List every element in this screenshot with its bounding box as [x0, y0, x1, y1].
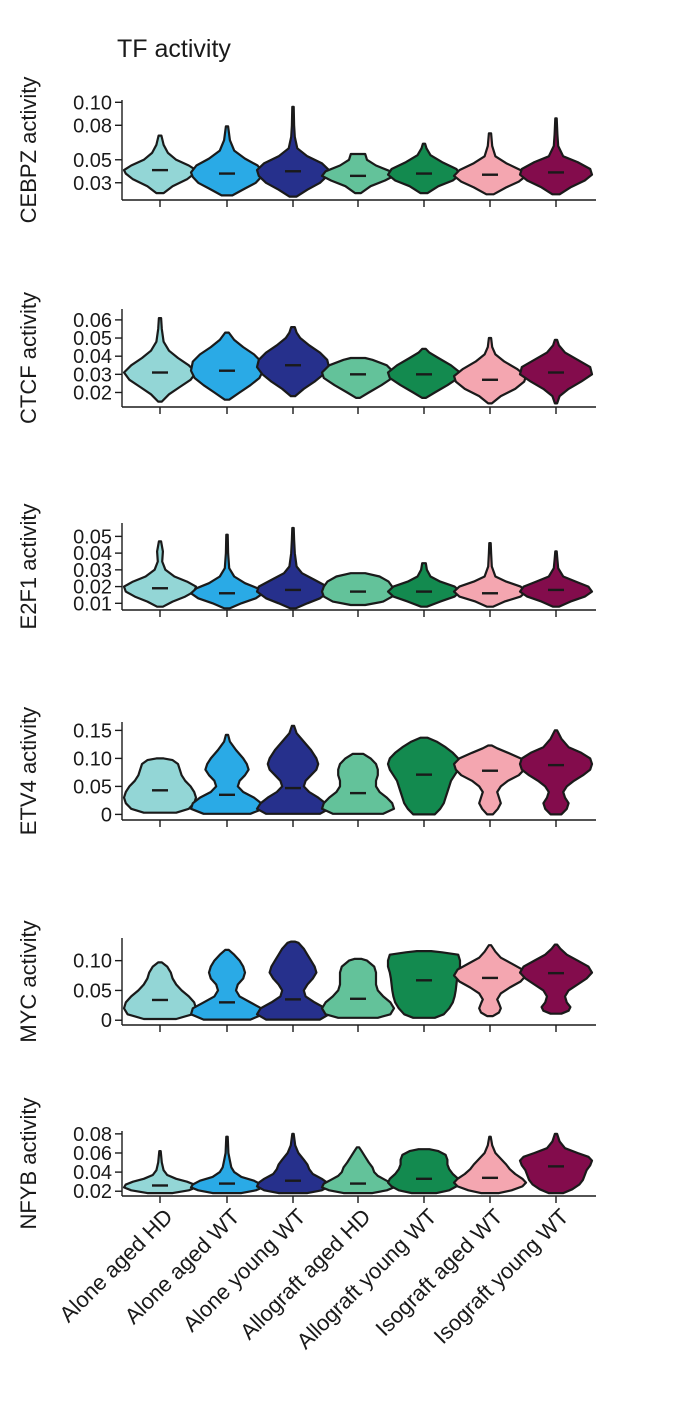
y-tick-label: 0.10	[73, 92, 112, 114]
violin-0	[122, 1150, 198, 1195]
violin-3	[320, 356, 396, 399]
y-tick-label: 0.05	[73, 328, 112, 350]
y-tick-label: 0.03	[73, 364, 112, 386]
violin-3	[320, 957, 396, 1019]
violin-2	[255, 526, 331, 610]
violin-0	[122, 317, 198, 403]
violin-5	[452, 744, 528, 816]
y-axis-label: E2F1 activity	[16, 504, 41, 630]
y-tick-label: 0.10	[73, 951, 112, 973]
y-axis-label: MYC activity	[16, 920, 41, 1042]
violin-6	[518, 117, 594, 196]
x-category-label: Alone aged WT	[120, 1204, 245, 1329]
violin-3	[320, 1146, 396, 1195]
violin-2	[255, 724, 331, 815]
violin-1	[189, 948, 265, 1021]
violin-4	[386, 142, 462, 195]
y-axis-label: NFYB activity	[16, 1097, 41, 1229]
violin-5	[452, 132, 528, 196]
violin-0	[122, 134, 198, 195]
y-tick-label: 0.02	[73, 577, 112, 599]
y-tick-label: 0.05	[73, 776, 112, 798]
violin-4	[386, 736, 462, 816]
y-tick-label: 0.04	[73, 543, 112, 565]
violin-3	[320, 752, 396, 815]
violin-2	[255, 326, 331, 398]
violin-5	[452, 1135, 528, 1195]
x-category-label: Alone aged HD	[54, 1204, 177, 1327]
y-tick-label: 0.10	[73, 748, 112, 770]
violin-2	[255, 1132, 331, 1195]
violin-3	[320, 572, 396, 607]
violin-5	[452, 542, 528, 608]
violin-6	[518, 943, 594, 1015]
y-tick-label: 0.01	[73, 593, 112, 615]
panel-ctcf: 0.020.030.040.050.06 CTCF activity	[16, 292, 596, 424]
y-axis-label: CEBPZ activity	[16, 77, 41, 224]
y-tick-label: 0.03	[73, 173, 112, 195]
violin-0	[122, 540, 198, 608]
panel-nfyb: 0.020.040.060.08 NFYB activity	[16, 1097, 596, 1230]
violin-0	[122, 757, 198, 814]
y-tick-label: 0.08	[73, 1124, 112, 1146]
panel-etv4: 0 0.05 0.10 0.15 ETV4 activity	[16, 707, 596, 835]
panel-cebpz: 0.030.05 0.080.10 CEBPZ activity	[16, 77, 596, 224]
y-tick-label: 0.04	[73, 346, 112, 368]
y-tick-label: 0.08	[73, 115, 112, 137]
y-tick-label: 0.05	[73, 150, 112, 172]
violin-2	[255, 105, 331, 198]
violin-2	[255, 940, 331, 1021]
violin-1	[189, 331, 265, 401]
violin-3	[320, 152, 396, 195]
violin-4	[386, 562, 462, 608]
panel-myc: 0 0.05 0.10 MYC activity	[16, 920, 596, 1043]
violin-1	[189, 533, 265, 610]
panel-e2f1: 0.010.020.030.040.05 E2F1 activity	[16, 504, 596, 630]
y-tick-label: 0.05	[73, 526, 112, 548]
violin-6	[518, 1132, 594, 1195]
y-tick-label: 0.04	[73, 1162, 112, 1184]
violin-4	[386, 950, 462, 1019]
violin-1	[189, 1135, 265, 1195]
violin-0	[122, 961, 198, 1021]
y-axis-label: CTCF activity	[16, 292, 41, 424]
y-tick-label: 0.06	[73, 310, 112, 332]
violin-4	[386, 1148, 462, 1195]
y-tick-label: 0.02	[73, 1181, 112, 1203]
violin-5	[452, 336, 528, 405]
y-tick-label: 0.15	[73, 720, 112, 742]
y-tick-label: 0.03	[73, 560, 112, 582]
y-tick-label: 0.05	[73, 980, 112, 1002]
chart-title: TF activity	[117, 35, 231, 63]
violin-1	[189, 733, 265, 815]
y-tick-label: 0	[101, 1010, 112, 1032]
y-tick-label: 0.02	[73, 382, 112, 404]
violin-6	[518, 729, 594, 816]
violin-1	[189, 125, 265, 197]
violin-6	[518, 550, 594, 608]
y-axis-label: ETV4 activity	[16, 707, 41, 835]
y-tick-label: 0	[101, 804, 112, 826]
y-tick-label: 0.06	[73, 1143, 112, 1165]
violin-5	[452, 944, 528, 1018]
